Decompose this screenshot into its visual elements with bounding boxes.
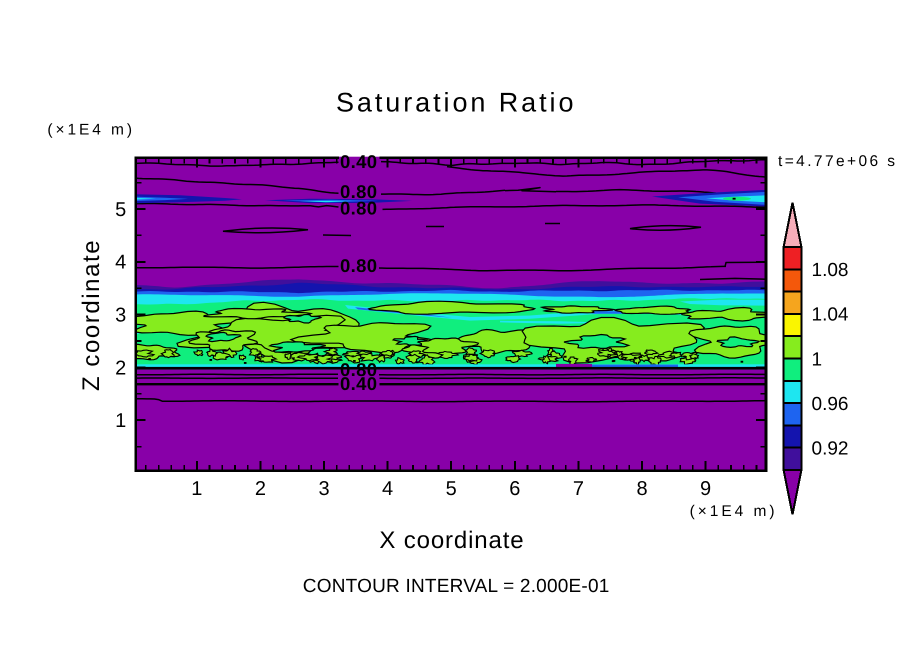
svg-text:1: 1 xyxy=(191,478,202,500)
svg-text:0.80: 0.80 xyxy=(340,198,377,219)
svg-text:1: 1 xyxy=(812,349,823,370)
svg-text:4: 4 xyxy=(382,478,393,500)
svg-text:0.40: 0.40 xyxy=(340,373,377,394)
svg-text:CONTOUR INTERVAL = 2.000E-01: CONTOUR INTERVAL = 2.000E-01 xyxy=(303,576,610,597)
svg-text:6: 6 xyxy=(509,478,520,500)
svg-text:8: 8 xyxy=(636,478,647,500)
svg-text:9: 9 xyxy=(700,478,711,500)
svg-text:3: 3 xyxy=(318,478,329,500)
svg-text:1: 1 xyxy=(115,410,126,432)
svg-text:0.92: 0.92 xyxy=(812,439,849,460)
svg-text:X coordinate: X coordinate xyxy=(379,527,523,554)
svg-text:0.96: 0.96 xyxy=(812,394,849,415)
svg-text:2: 2 xyxy=(115,357,126,379)
svg-text:0.80: 0.80 xyxy=(340,359,377,380)
svg-text:Z coordinate: Z coordinate xyxy=(78,240,105,391)
svg-text:3: 3 xyxy=(115,305,126,327)
svg-text:0.80: 0.80 xyxy=(340,181,377,202)
svg-text:t=4.77e+06 s: t=4.77e+06 s xyxy=(778,153,895,170)
svg-text:5: 5 xyxy=(115,199,126,221)
svg-text:0.80: 0.80 xyxy=(340,255,377,276)
svg-text:7: 7 xyxy=(573,478,584,500)
svg-text:Saturation Ratio: Saturation Ratio xyxy=(336,87,574,117)
svg-text:4: 4 xyxy=(115,252,126,274)
svg-text:5: 5 xyxy=(446,478,457,500)
svg-text:0.40: 0.40 xyxy=(340,151,377,172)
svg-text:2: 2 xyxy=(255,478,266,500)
svg-text:1.04: 1.04 xyxy=(812,305,849,326)
svg-text:1.08: 1.08 xyxy=(812,260,849,281)
